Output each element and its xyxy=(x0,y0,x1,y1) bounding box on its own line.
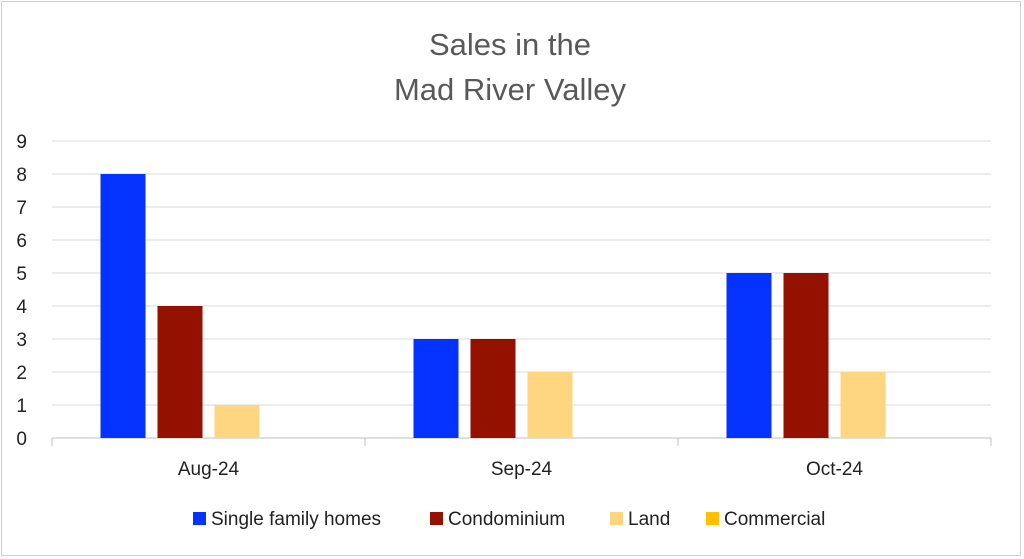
y-tick-label: 0 xyxy=(16,429,27,450)
bar xyxy=(470,339,516,438)
bar xyxy=(100,174,146,438)
chart-title-line-1: Sales in the xyxy=(429,27,591,62)
gridlines xyxy=(52,140,991,439)
bar xyxy=(527,372,573,438)
x-tick-label: Oct-24 xyxy=(806,459,863,480)
x-tick-label: Aug-24 xyxy=(178,459,240,480)
y-tick-label: 1 xyxy=(16,396,27,417)
bar xyxy=(726,273,772,438)
bars xyxy=(100,174,886,438)
x-tick-label: Sep-24 xyxy=(491,459,553,480)
bar xyxy=(840,372,886,438)
bar xyxy=(157,306,203,438)
y-tick-label: 5 xyxy=(16,264,27,285)
y-tick-label: 2 xyxy=(16,363,27,384)
y-tick-label: 6 xyxy=(16,231,27,252)
legend-swatch xyxy=(610,512,623,525)
legend-label: Commercial xyxy=(724,509,825,530)
bar xyxy=(214,405,260,438)
legend: Single family homes Condominium Land Commer… xyxy=(193,509,825,530)
bar xyxy=(783,273,829,438)
y-tick-label: 9 xyxy=(16,132,27,153)
legend-swatch xyxy=(706,512,719,525)
y-tick-label: 4 xyxy=(16,297,27,318)
chart-title-line-2: Mad River Valley xyxy=(394,72,627,107)
legend-label: Condominium xyxy=(448,509,565,530)
y-axis-ticks: 0 1 2 3 4 5 6 7 8 9 xyxy=(16,132,27,450)
legend-swatch xyxy=(430,512,443,525)
bar xyxy=(413,339,459,438)
y-tick-label: 8 xyxy=(16,165,27,186)
x-axis: Aug-24 Sep-24 Oct-24 xyxy=(51,438,992,480)
legend-swatch xyxy=(193,512,206,525)
y-tick-label: 3 xyxy=(16,330,27,351)
y-tick-label: 7 xyxy=(16,198,27,219)
legend-label: Single family homes xyxy=(211,509,381,530)
legend-label: Land xyxy=(628,509,670,530)
